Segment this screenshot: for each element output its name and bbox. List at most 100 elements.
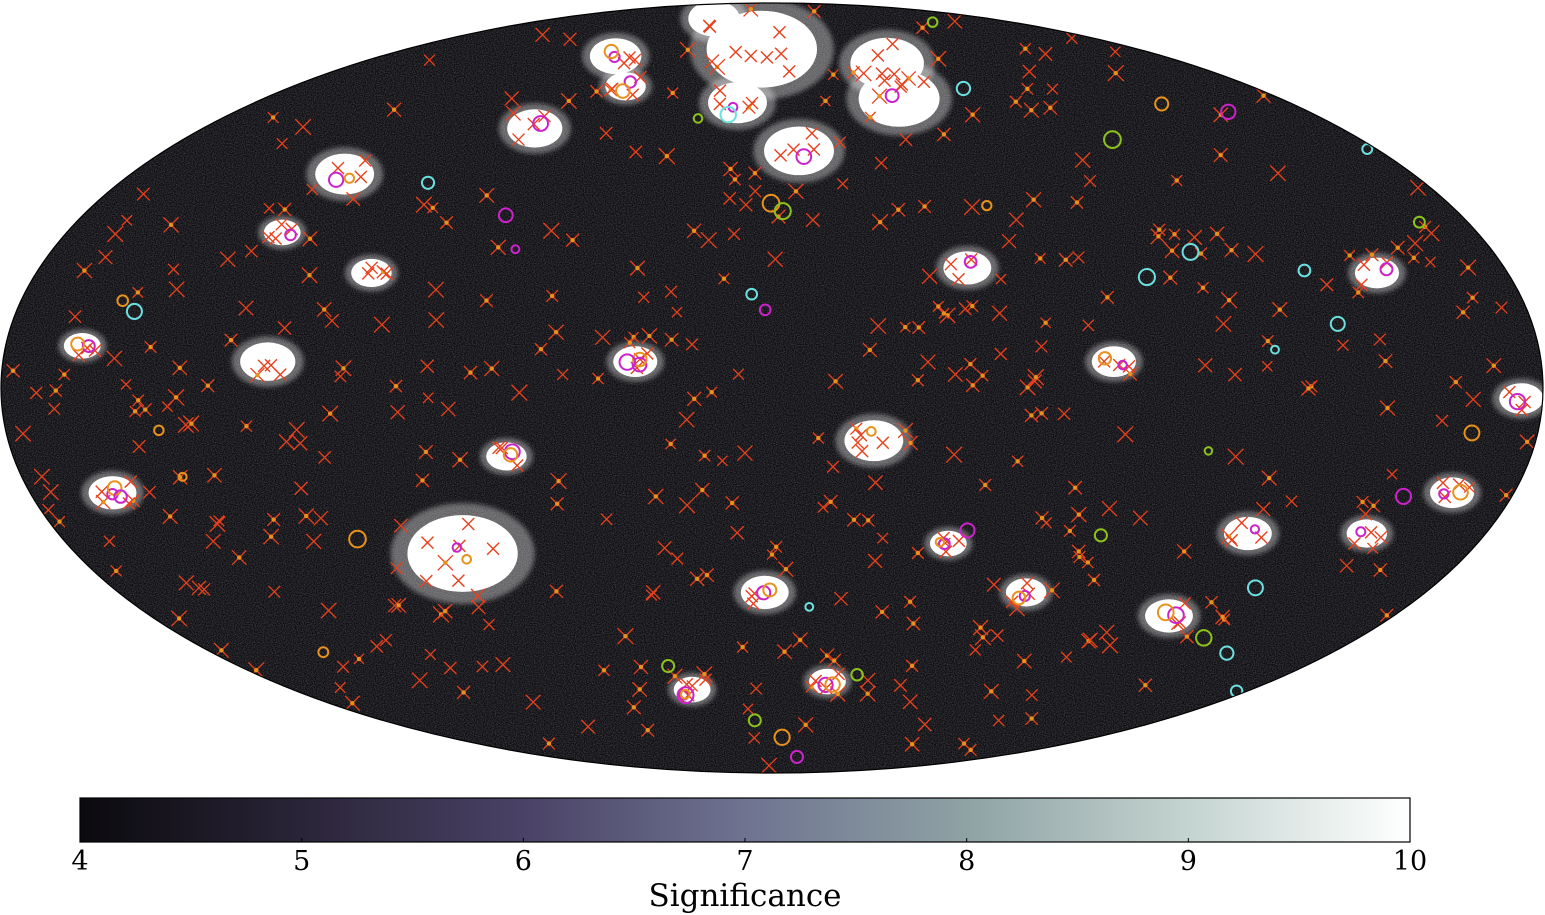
source-x-marker xyxy=(305,533,322,550)
source-core-dot xyxy=(1226,534,1232,539)
source-x-marker xyxy=(1025,688,1039,702)
source-circle-marker xyxy=(1438,488,1450,500)
source-circle-marker xyxy=(1156,603,1175,622)
source-x-marker xyxy=(276,137,288,150)
source-core-dot xyxy=(10,368,16,373)
source-x-marker xyxy=(492,441,506,455)
source-core-dot xyxy=(1067,528,1073,534)
source-x-marker xyxy=(1109,46,1121,58)
source-circle-marker xyxy=(804,601,815,612)
source-x-marker xyxy=(1269,165,1287,182)
source-core-dot xyxy=(627,340,633,345)
source-circle-marker xyxy=(632,351,648,368)
source-x-marker xyxy=(334,370,347,383)
source-core-dot xyxy=(484,298,489,303)
source-core-dot xyxy=(1198,251,1204,256)
source-x-marker xyxy=(1225,533,1239,547)
source-core-dot xyxy=(1168,275,1173,280)
source-x-marker xyxy=(678,496,696,514)
source-x-marker xyxy=(902,694,918,710)
source-x-marker xyxy=(361,266,375,280)
source-core-dot xyxy=(444,220,449,225)
source-x-marker xyxy=(393,518,408,533)
source-x-marker xyxy=(440,401,456,417)
source-x-marker xyxy=(969,644,982,656)
source-circle-marker xyxy=(719,105,737,124)
source-x-marker xyxy=(1027,373,1043,389)
source-x-marker xyxy=(745,96,759,110)
source-core-dot xyxy=(1025,86,1030,92)
source-circle-marker xyxy=(1463,424,1481,442)
source-circle-marker xyxy=(762,582,778,598)
source-core-dot xyxy=(1265,338,1271,344)
source-x-marker xyxy=(177,416,195,434)
source-x-marker xyxy=(461,517,475,531)
source-x-marker xyxy=(1423,224,1440,242)
source-circle-marker xyxy=(865,426,877,437)
source-x-marker xyxy=(870,317,887,335)
source-x-marker xyxy=(640,346,654,360)
source-x-marker xyxy=(986,577,1002,592)
source-core-dot xyxy=(1169,248,1175,253)
source-core-dot xyxy=(1038,256,1043,261)
source-core-dot xyxy=(143,407,148,412)
source-core-dot xyxy=(1172,232,1177,237)
source-x-marker xyxy=(1005,595,1019,609)
source-x-marker xyxy=(744,49,758,63)
source-x-marker xyxy=(887,67,901,81)
source-x-marker xyxy=(14,425,32,442)
source-circle-marker xyxy=(679,688,691,700)
source-x-marker xyxy=(774,47,788,61)
source-x-marker xyxy=(742,703,754,715)
source-core-dot xyxy=(601,668,607,673)
source-core-dot xyxy=(550,293,555,299)
source-x-marker xyxy=(443,661,457,675)
source-core-dot xyxy=(1360,499,1365,505)
colorbar-gradient xyxy=(79,797,1411,843)
source-x-marker xyxy=(422,392,434,404)
source-core-dot xyxy=(811,9,817,14)
source-circle-marker xyxy=(502,447,519,463)
source-core-dot xyxy=(909,663,915,668)
source-x-marker xyxy=(1020,576,1034,590)
source-circle-marker xyxy=(70,336,86,352)
source-x-marker xyxy=(538,109,552,123)
source-x-marker xyxy=(476,660,489,673)
source-core-dot xyxy=(176,616,182,621)
colorbar-tick-label-6: 10 xyxy=(1393,846,1427,877)
source-x-marker xyxy=(1261,360,1273,372)
source-core-dot xyxy=(915,550,921,556)
source-core-dot xyxy=(769,552,775,557)
source-circle-marker xyxy=(623,75,638,89)
source-x-marker xyxy=(867,475,884,491)
source-x-marker xyxy=(898,132,913,147)
source-x-marker xyxy=(510,384,528,402)
source-core-dot xyxy=(916,325,921,330)
source-x-marker xyxy=(629,145,643,159)
source-circle-marker xyxy=(631,356,648,373)
source-circle-marker xyxy=(955,80,972,97)
source-x-marker xyxy=(428,311,445,329)
source-x-marker xyxy=(678,411,695,428)
source-core-dot xyxy=(1465,265,1471,270)
source-core-dot xyxy=(865,691,870,696)
source-x-marker xyxy=(947,366,963,383)
source-x-marker xyxy=(423,54,436,66)
source-core-dot xyxy=(729,500,735,506)
source-core-dot xyxy=(915,377,921,383)
source-x-marker xyxy=(121,214,133,227)
source-x-marker xyxy=(504,91,520,107)
source-core-dot xyxy=(1039,515,1045,521)
source-x-marker xyxy=(48,402,61,416)
source-x-marker xyxy=(453,539,466,553)
source-x-marker xyxy=(645,589,658,602)
source-x-marker xyxy=(729,45,743,59)
source-core-dot xyxy=(1383,358,1388,364)
source-core-dot xyxy=(1072,485,1078,490)
source-x-marker xyxy=(723,191,737,205)
source-core-dot xyxy=(566,98,572,104)
source-core-dot xyxy=(828,499,833,505)
source-core-dot xyxy=(136,398,141,403)
colorbar-tick-label-3: 7 xyxy=(736,846,753,877)
source-core-dot xyxy=(489,366,494,371)
